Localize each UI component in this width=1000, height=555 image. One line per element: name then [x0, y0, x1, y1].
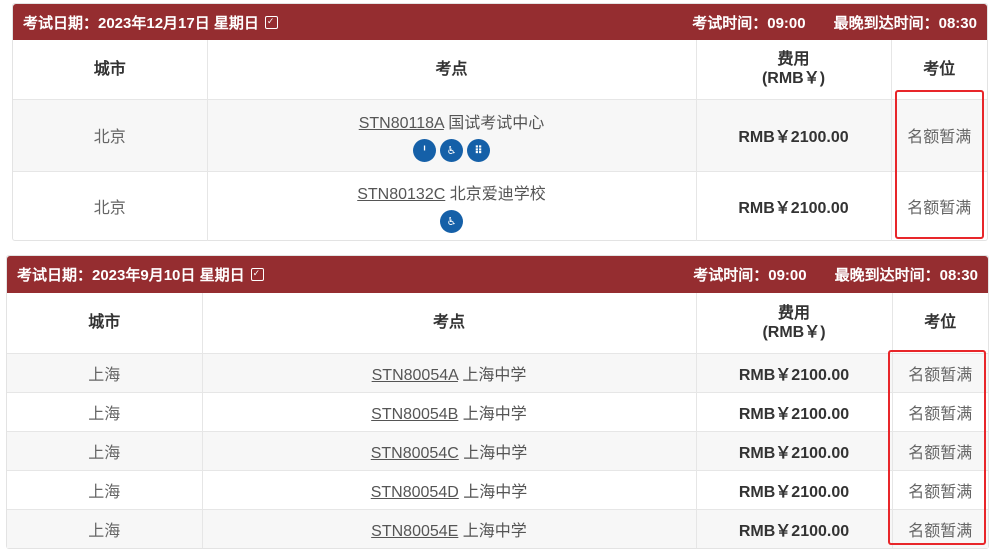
highlight-box: [895, 90, 984, 239]
city-cell: 北京: [13, 171, 208, 241]
site-cell: STN80054D 上海中学: [202, 470, 697, 510]
table-row: 上海 STN80054D 上海中学 RMB￥2100.00 名额暂满: [7, 470, 988, 510]
seat-status-cell: 名额暂满: [907, 200, 972, 218]
seat-status-cell: 名额暂满: [892, 431, 988, 471]
fee-cell: RMB￥2100.00: [696, 353, 893, 393]
sessions-table: 城市 考点 费用 (RMB￥) 考位 上海 STN80054A 上海中学 RMB￥21…: [7, 293, 988, 548]
col-city: 城市: [7, 293, 203, 354]
accessibility-braille-icon: ⠿: [467, 138, 490, 162]
site-code-link[interactable]: STN80054A: [371, 366, 458, 384]
exam-time: 考试时间：09:00: [693, 267, 807, 284]
site-cell: STN80132C 北京爱迪学校 ♿: [207, 171, 697, 241]
fee-currency: (RMB￥): [761, 70, 826, 88]
accessibility-icons: ᑊ ♿ ⠿: [208, 138, 696, 162]
col-fee: 费用 (RMB￥): [696, 40, 892, 100]
table-row: 北京 STN80132C 北京爱迪学校 ♿ RMB￥2100.00 名额暂满: [13, 171, 987, 241]
accessibility-hearing-icon: ᑊ: [413, 138, 436, 162]
fee-cell: RMB￥2100.00: [696, 99, 892, 172]
accessibility-icons: ♿: [208, 209, 696, 233]
latest-arrival-time: 最晚到达时间：08:30: [833, 14, 977, 32]
site-name: 上海中学: [463, 444, 528, 462]
exam-date: 考试日期：2023年12月17日 星期日: [23, 14, 259, 32]
session-block-2: 考试日期：2023年9月10日 星期日 考试时间：09:00 最晚到达时间：08…: [6, 255, 989, 549]
col-seat: 考位: [892, 293, 988, 354]
table-row: 上海 STN80054A 上海中学 RMB￥2100.00 名额暂满: [7, 353, 988, 393]
col-city: 城市: [13, 40, 208, 100]
site-code-link[interactable]: STN80132C: [357, 185, 446, 203]
site-name: 北京爱迪学校: [449, 185, 546, 203]
table-row: 上海 STN80054E 上海中学 RMB￥2100.00 名额暂满: [7, 509, 988, 548]
col-site: 考点: [207, 40, 697, 100]
city-cell: 上海: [7, 470, 203, 510]
table-row: 北京 STN80118A 国试考试中心 ᑊ ♿ ⠿ RMB￥2100.00 名额暂满: [13, 99, 987, 172]
fee-cell: RMB￥2100.00: [696, 171, 892, 241]
seat-status-cell: 名额暂满: [892, 353, 988, 393]
calendar-icon[interactable]: [264, 15, 278, 29]
table-row: 上海 STN80054C 上海中学 RMB￥2100.00 名额暂满: [7, 431, 988, 471]
site-code-link[interactable]: STN80054B: [371, 405, 459, 423]
calendar-icon[interactable]: [250, 268, 264, 281]
site-code-link[interactable]: STN80054E: [371, 522, 459, 540]
table-row: 上海 STN80054B 上海中学 RMB￥2100.00 名额暂满: [7, 392, 988, 432]
seat-status-cell: 名额暂满: [891, 99, 987, 172]
accessibility-wheelchair-icon: ♿: [440, 138, 463, 162]
site-code-link[interactable]: STN80054C: [370, 444, 459, 462]
fee-cell: RMB￥2100.00: [696, 509, 893, 548]
site-name: 上海中学: [462, 366, 527, 384]
site-name: 国试考试中心: [448, 114, 545, 132]
city-cell: 上海: [7, 509, 203, 548]
seat-status-cell: 名额暂满: [892, 392, 988, 432]
sessions-table: 城市 考点 费用 (RMB￥) 考位 北京 STN80118A 国试考试中心 ᑊ ♿ ⠿ R…: [13, 40, 987, 241]
session-header-bar: 考试日期：2023年9月10日 星期日 考试时间：09:00 最晚到达时间：08…: [7, 256, 988, 293]
exam-date: 考试日期：2023年9月10日 星期日: [17, 267, 245, 284]
session-header-bar: 考试日期：2023年12月17日 星期日 考试时间：09:00 最晚到达时间：0…: [13, 4, 987, 40]
fee-cell: RMB￥2100.00: [696, 470, 893, 510]
highlight-box: [888, 350, 986, 545]
fee-cell: RMB￥2100.00: [696, 431, 893, 471]
city-cell: 上海: [7, 392, 203, 432]
city-cell: 上海: [7, 353, 203, 393]
site-name: 上海中学: [463, 483, 528, 501]
site-cell: STN80118A 国试考试中心 ᑊ ♿ ⠿: [207, 99, 697, 172]
col-site: 考点: [202, 293, 697, 354]
fee-currency: (RMB￥): [762, 323, 826, 341]
site-cell: STN80054A 上海中学: [202, 353, 697, 393]
site-name: 上海中学: [462, 522, 527, 540]
session-block-1: 考试日期：2023年12月17日 星期日 考试时间：09:00 最晚到达时间：0…: [12, 3, 988, 241]
site-cell: STN80054C 上海中学: [202, 431, 697, 471]
site-name: 上海中学: [462, 405, 527, 423]
col-fee: 费用 (RMB￥): [696, 293, 893, 354]
site-code-link[interactable]: STN80118A: [358, 114, 444, 132]
exam-time: 考试时间：09:00: [692, 14, 806, 32]
col-seat: 考位: [891, 40, 987, 100]
seat-status-cell: 名额暂满: [892, 470, 988, 510]
site-cell: STN80054E 上海中学: [202, 509, 697, 548]
fee-label: 费用: [777, 304, 810, 322]
site-cell: STN80054B 上海中学: [202, 392, 697, 432]
seat-status-cell: 名额暂满: [892, 509, 988, 548]
fee-cell: RMB￥2100.00: [696, 392, 893, 432]
site-code-link[interactable]: STN80054D: [370, 483, 459, 501]
accessibility-wheelchair-icon: ♿: [440, 209, 463, 233]
fee-label: 费用: [777, 51, 810, 69]
latest-arrival-time: 最晚到达时间：08:30: [834, 267, 978, 284]
city-cell: 北京: [13, 99, 208, 172]
city-cell: 上海: [7, 431, 203, 471]
